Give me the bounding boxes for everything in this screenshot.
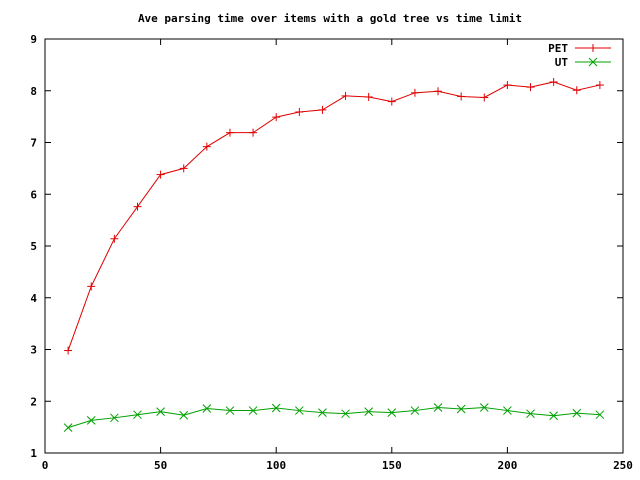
- data-point-pet: [434, 87, 443, 96]
- data-point-pet: [364, 92, 373, 101]
- legend-marker-ut: [588, 57, 598, 67]
- y-tick-label: 9: [30, 33, 37, 46]
- x-tick-label: 50: [154, 459, 167, 472]
- data-point-ut: [179, 410, 189, 420]
- data-point-ut: [63, 423, 73, 432]
- data-point-pet: [318, 105, 327, 114]
- data-point-pet: [133, 202, 142, 211]
- series-line-ut: [67, 406, 600, 429]
- y-tick-label: 6: [30, 188, 37, 201]
- data-point-pet: [595, 81, 604, 90]
- y-axis: 1 2 3 4 5 6 7 8 9: [30, 33, 623, 460]
- data-point-ut: [318, 408, 327, 417]
- data-point-pet: [549, 77, 558, 86]
- data-point-pet: [249, 128, 258, 137]
- data-point-ut: [202, 404, 212, 413]
- data-point-ut: [225, 406, 235, 415]
- data-point-ut: [479, 403, 489, 412]
- data-point-ut: [86, 416, 96, 425]
- y-tick-label: 3: [30, 344, 37, 357]
- data-point-ut: [503, 406, 512, 415]
- chart-title: Ave parsing time over items with a gold …: [138, 12, 522, 25]
- data-point-pet: [272, 113, 281, 122]
- data-point-pet: [110, 234, 119, 243]
- data-point-pet: [503, 81, 512, 90]
- data-point-ut: [526, 409, 535, 419]
- data-point-pet: [179, 164, 188, 173]
- data-point-ut: [595, 410, 605, 420]
- x-tick-label: 0: [42, 459, 49, 472]
- data-point-pet: [457, 92, 466, 101]
- y-tick-label: 2: [30, 395, 37, 408]
- y-tick-label: 5: [30, 240, 37, 253]
- data-point-pet: [156, 170, 165, 179]
- x-tick-label: 100: [266, 459, 286, 472]
- series-line-pet: [67, 81, 600, 351]
- data-point-pet: [225, 128, 234, 137]
- data-point-ut: [456, 404, 466, 414]
- x-tick-label: 250: [613, 459, 633, 472]
- data-point-ut: [133, 410, 142, 420]
- data-point-ut: [549, 411, 558, 421]
- data-point-ut: [387, 408, 397, 417]
- data-point-ut: [341, 409, 350, 419]
- data-point-ut: [271, 403, 281, 413]
- data-point-pet: [572, 86, 581, 95]
- legend-label-ut: UT: [555, 56, 569, 69]
- data-point-ut: [156, 407, 165, 416]
- x-tick-label: 150: [382, 459, 402, 472]
- data-point-ut: [364, 407, 374, 416]
- data-point-pet: [295, 107, 304, 116]
- y-tick-label: 7: [30, 137, 37, 150]
- data-point-pet: [341, 91, 350, 100]
- data-point-ut: [433, 403, 443, 412]
- x-axis: 0 50 100 150 200 250: [42, 39, 633, 472]
- data-point-pet: [526, 83, 535, 92]
- legend-marker-pet: [589, 44, 597, 52]
- y-tick-label: 8: [30, 85, 37, 98]
- plot-frame: [44, 38, 624, 454]
- series-layer: [63, 77, 605, 432]
- y-tick-label: 4: [30, 292, 37, 305]
- data-point-ut: [410, 406, 420, 415]
- data-point-pet: [87, 282, 96, 291]
- data-point-pet: [202, 142, 211, 151]
- y-tick-label: 1: [30, 447, 37, 460]
- data-point-pet: [480, 93, 489, 102]
- data-point-pet: [387, 97, 396, 106]
- legend-label-pet: PET: [548, 42, 568, 55]
- data-point-ut: [248, 406, 258, 415]
- data-point-ut: [294, 406, 304, 415]
- data-point-pet: [64, 346, 73, 355]
- data-point-pet: [410, 88, 419, 97]
- x-tick-label: 200: [497, 459, 517, 472]
- data-point-ut: [110, 413, 119, 423]
- data-point-ut: [572, 408, 582, 418]
